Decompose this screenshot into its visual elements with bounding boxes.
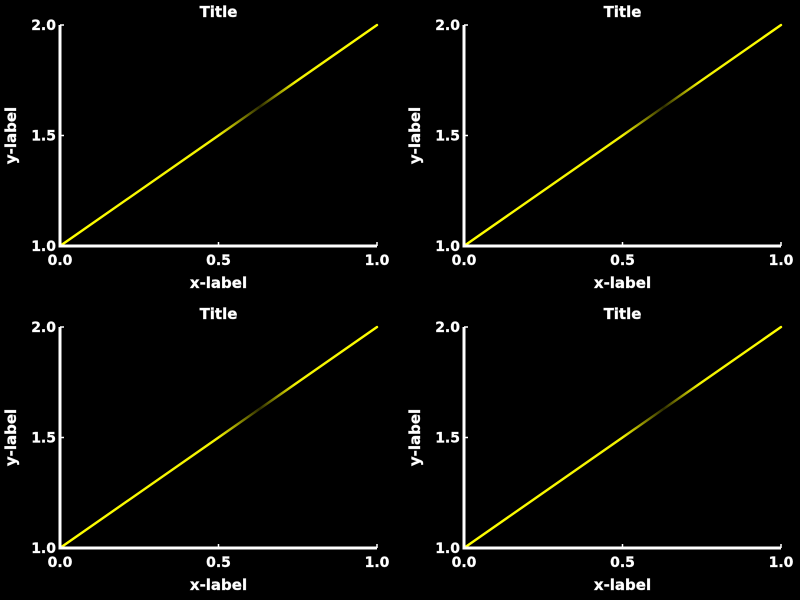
x-tick-label: 0.5 — [206, 555, 231, 571]
chart-title: Title — [604, 3, 642, 21]
y-tick-label: 2.0 — [435, 18, 460, 34]
y-tick-label: 2.0 — [435, 320, 460, 336]
series-line — [58, 23, 379, 248]
y-tick-label: 1.5 — [435, 431, 460, 447]
x-tick-label: 1.0 — [365, 555, 390, 571]
y-tick-label: 1.0 — [31, 239, 56, 255]
y-tick-label: 1.5 — [31, 129, 56, 145]
x-tick-label: 1.0 — [769, 555, 794, 571]
y-axis-label: y-label — [2, 107, 20, 164]
y-tick-label: 1.0 — [435, 541, 460, 557]
y-axis-label: y-label — [2, 409, 20, 466]
chart-panel-4: 0.0 0.5 1.0 1.0 1.5 2.0 Title x-label y-label — [406, 305, 794, 595]
x-tick-label: 0.0 — [452, 555, 477, 571]
chart-panel-2: 0.0 0.5 1.0 1.0 1.5 2.0 Title x-label y-label — [406, 3, 794, 293]
x-tick-label: 1.0 — [365, 253, 390, 269]
x-tick-label: 1.0 — [769, 253, 794, 269]
x-tick-label: 0.5 — [610, 555, 635, 571]
x-tick-label: 0.0 — [48, 555, 73, 571]
chart-title: Title — [200, 305, 238, 323]
chart-panel-1: 0.0 0.5 1.0 1.0 1.5 2.0 Title x-label y-label — [2, 3, 390, 293]
x-tick-label: 0.5 — [206, 253, 231, 269]
y-tick-label: 1.5 — [31, 431, 56, 447]
x-axis-label: x-label — [594, 274, 651, 292]
y-tick-label: 1.0 — [31, 541, 56, 557]
y-tick-label: 1.5 — [435, 129, 460, 145]
y-axis-label: y-label — [406, 409, 424, 466]
series-line — [58, 325, 379, 550]
x-tick-label: 0.0 — [48, 253, 73, 269]
series-line — [462, 23, 783, 248]
x-tick-label: 0.0 — [452, 253, 477, 269]
y-tick-label: 1.0 — [435, 239, 460, 255]
chart-panel-3: 0.0 0.5 1.0 1.0 1.5 2.0 Title x-label y-label — [2, 305, 390, 595]
y-axis-label: y-label — [406, 107, 424, 164]
chart-title: Title — [604, 305, 642, 323]
x-axis-label: x-label — [190, 274, 247, 292]
chart-title: Title — [200, 3, 238, 21]
series-line — [462, 325, 783, 550]
y-tick-label: 2.0 — [31, 320, 56, 336]
y-tick-label: 2.0 — [31, 18, 56, 34]
x-tick-label: 0.5 — [610, 253, 635, 269]
x-axis-label: x-label — [190, 576, 247, 594]
x-axis-label: x-label — [594, 576, 651, 594]
